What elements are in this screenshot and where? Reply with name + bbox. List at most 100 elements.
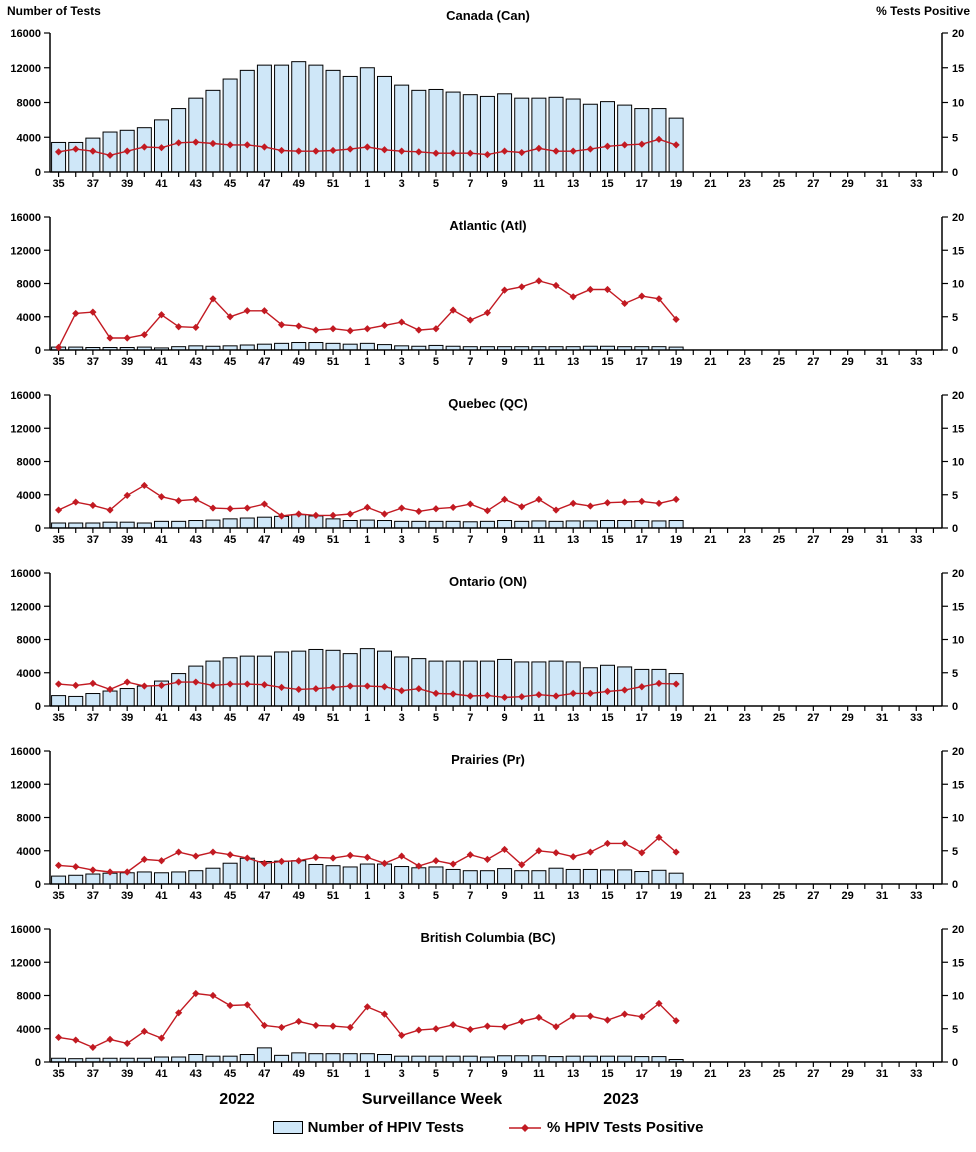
legend-line-label: % HPIV Tests Positive xyxy=(546,1119,704,1136)
svg-text:43: 43 xyxy=(190,890,202,902)
line-marker-icon xyxy=(508,1123,541,1132)
svg-text:13: 13 xyxy=(567,534,579,546)
svg-text:19: 19 xyxy=(670,890,682,902)
svg-text:29: 29 xyxy=(842,890,854,902)
svg-text:43: 43 xyxy=(190,1068,202,1080)
svg-text:16000: 16000 xyxy=(10,212,41,224)
svg-text:49: 49 xyxy=(293,178,305,190)
svg-text:45: 45 xyxy=(224,712,236,724)
svg-text:3: 3 xyxy=(399,534,405,546)
svg-text:35: 35 xyxy=(52,534,64,546)
svg-text:39: 39 xyxy=(121,890,133,902)
svg-text:12000: 12000 xyxy=(10,423,41,435)
svg-text:23: 23 xyxy=(739,356,751,368)
svg-text:5: 5 xyxy=(952,1024,958,1036)
svg-text:20: 20 xyxy=(952,924,964,936)
svg-text:41: 41 xyxy=(155,356,167,368)
svg-text:7: 7 xyxy=(467,712,473,724)
svg-text:43: 43 xyxy=(190,178,202,190)
svg-text:17: 17 xyxy=(636,1068,648,1080)
svg-text:45: 45 xyxy=(224,1068,236,1080)
svg-text:25: 25 xyxy=(773,890,785,902)
bar-swatch-icon xyxy=(272,1121,303,1134)
svg-text:12000: 12000 xyxy=(10,779,41,791)
svg-text:4000: 4000 xyxy=(17,668,41,680)
svg-text:15: 15 xyxy=(952,957,964,969)
svg-text:11: 11 xyxy=(533,890,545,902)
svg-text:7: 7 xyxy=(467,534,473,546)
svg-text:12000: 12000 xyxy=(10,957,41,969)
svg-text:33: 33 xyxy=(910,534,922,546)
svg-text:13: 13 xyxy=(567,356,579,368)
svg-text:19: 19 xyxy=(670,356,682,368)
svg-text:13: 13 xyxy=(567,178,579,190)
svg-text:0: 0 xyxy=(952,879,958,891)
svg-text:11: 11 xyxy=(533,712,545,724)
svg-text:37: 37 xyxy=(87,178,99,190)
svg-text:29: 29 xyxy=(842,712,854,724)
svg-text:41: 41 xyxy=(155,534,167,546)
svg-text:41: 41 xyxy=(155,712,167,724)
svg-text:8000: 8000 xyxy=(17,991,41,1003)
svg-text:49: 49 xyxy=(293,890,305,902)
svg-text:49: 49 xyxy=(293,356,305,368)
svg-text:10: 10 xyxy=(952,457,964,469)
svg-text:13: 13 xyxy=(567,890,579,902)
svg-text:25: 25 xyxy=(773,356,785,368)
panel-atlantic: Atlantic (Atl) 0 4000 8000 12000 16000 0 5 10 15… xyxy=(0,195,976,373)
svg-text:3: 3 xyxy=(399,890,405,902)
svg-text:39: 39 xyxy=(121,534,133,546)
svg-text:12000: 12000 xyxy=(10,601,41,613)
svg-text:49: 49 xyxy=(293,534,305,546)
svg-text:10: 10 xyxy=(952,98,964,110)
svg-text:20: 20 xyxy=(952,568,964,580)
svg-text:31: 31 xyxy=(876,1068,888,1080)
svg-text:0: 0 xyxy=(35,1057,41,1069)
svg-text:4000: 4000 xyxy=(17,846,41,858)
svg-text:43: 43 xyxy=(190,356,202,368)
svg-text:15: 15 xyxy=(601,178,613,190)
svg-text:5: 5 xyxy=(952,668,958,680)
svg-text:4000: 4000 xyxy=(17,1024,41,1036)
svg-text:20: 20 xyxy=(952,390,964,402)
svg-text:0: 0 xyxy=(35,167,41,179)
svg-text:7: 7 xyxy=(467,356,473,368)
svg-text:15: 15 xyxy=(952,245,964,257)
svg-text:35: 35 xyxy=(52,356,64,368)
svg-text:15: 15 xyxy=(952,601,964,613)
panel-title-ontario: Ontario (ON) xyxy=(449,574,527,589)
panel-quebec: Quebec (QC) 0 4000 8000 12000 16000 0 5 10 15 20 3… xyxy=(0,373,976,551)
svg-text:16000: 16000 xyxy=(10,390,41,402)
svg-text:8000: 8000 xyxy=(17,279,41,291)
svg-text:19: 19 xyxy=(670,1068,682,1080)
svg-text:37: 37 xyxy=(87,712,99,724)
svg-text:7: 7 xyxy=(467,1068,473,1080)
svg-text:45: 45 xyxy=(224,534,236,546)
svg-text:5: 5 xyxy=(952,846,958,858)
svg-text:4000: 4000 xyxy=(17,490,41,502)
svg-text:8000: 8000 xyxy=(17,457,41,469)
svg-text:35: 35 xyxy=(52,1068,64,1080)
svg-text:20: 20 xyxy=(952,28,964,40)
svg-text:49: 49 xyxy=(293,1068,305,1080)
svg-text:5: 5 xyxy=(433,890,439,902)
svg-text:3: 3 xyxy=(399,356,405,368)
svg-text:5: 5 xyxy=(952,132,958,144)
svg-text:1: 1 xyxy=(364,356,370,368)
panel-title-quebec: Quebec (QC) xyxy=(448,396,528,411)
svg-text:47: 47 xyxy=(258,356,270,368)
svg-text:0: 0 xyxy=(35,523,41,535)
svg-text:3: 3 xyxy=(399,1068,405,1080)
svg-text:3: 3 xyxy=(399,712,405,724)
panel-ontario: Ontario (ON) 0 4000 8000 12000 16000 0 5 10 15 20… xyxy=(0,551,976,729)
right-axis-title: % Tests Positive xyxy=(876,4,970,18)
svg-text:15: 15 xyxy=(952,423,964,435)
svg-text:35: 35 xyxy=(52,178,64,190)
svg-text:39: 39 xyxy=(121,1068,133,1080)
svg-text:0: 0 xyxy=(952,167,958,179)
svg-text:47: 47 xyxy=(258,178,270,190)
svg-text:8000: 8000 xyxy=(17,98,41,110)
svg-text:37: 37 xyxy=(87,534,99,546)
